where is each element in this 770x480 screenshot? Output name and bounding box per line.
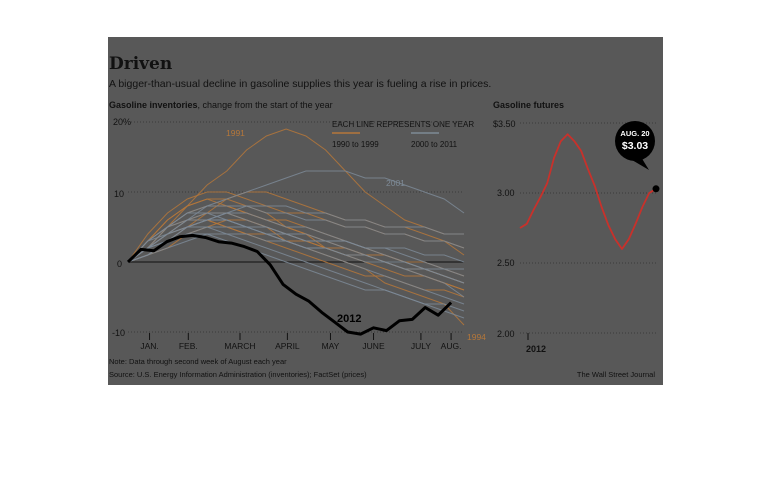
right-y-tick-label: 2.50 bbox=[497, 258, 515, 268]
legend-heading: EACH LINE REPRESENTS ONE YEAR bbox=[332, 120, 474, 129]
left-x-tick-label: AUG. bbox=[441, 341, 462, 351]
right-y-tick-label: 2.00 bbox=[497, 329, 515, 339]
left-x-tick-label: JAN. bbox=[140, 341, 158, 351]
series-line-year bbox=[127, 198, 465, 291]
chart-canvas: Driven A bigger-than-usual decline in ga… bbox=[109, 54, 660, 379]
left-panel-title-main: Gasoline inventories bbox=[109, 100, 198, 110]
label-2012: 2012 bbox=[337, 313, 361, 325]
series-line-year bbox=[127, 205, 464, 263]
left-x-tick-label: APRIL bbox=[275, 341, 300, 351]
left-x-tick-label: MARCH bbox=[224, 341, 255, 351]
left-y-tick-label: -10 bbox=[112, 328, 125, 338]
right-panel-title: Gasoline futures bbox=[493, 100, 564, 110]
series-endpoint bbox=[652, 185, 660, 193]
left-x-tick-label: JUNE bbox=[362, 341, 385, 351]
left-panel-title-suffix: change from the start of the year bbox=[203, 100, 333, 110]
chart-figure: Driven A bigger-than-usual decline in ga… bbox=[108, 37, 663, 385]
series-line-year bbox=[127, 128, 464, 263]
annotation-1991: 1991 bbox=[226, 128, 245, 138]
annotation-1994: 1994 bbox=[467, 332, 486, 342]
series-line-year bbox=[127, 212, 465, 298]
left-panel-title-comma: , bbox=[198, 100, 203, 110]
callout-pointer bbox=[632, 157, 649, 170]
left-y-tick-label: 0 bbox=[117, 259, 122, 269]
right-y-tick-label: $3.50 bbox=[493, 119, 516, 129]
figure-note: Note: Data through second week of August… bbox=[109, 357, 287, 366]
annotation-2001: 2001 bbox=[386, 178, 405, 188]
callout-date: AUG. 20 bbox=[620, 129, 649, 138]
figure-title: Driven bbox=[109, 54, 172, 74]
callout-bubble bbox=[615, 121, 655, 161]
series-line-2012 bbox=[126, 233, 453, 336]
right-y-tick-label: 3.00 bbox=[497, 188, 515, 198]
left-panel-title: Gasoline inventories, change from the st… bbox=[109, 100, 333, 110]
figure-subtitle: A bigger-than-usual decline in gasoline … bbox=[109, 78, 491, 90]
figure-credit: The Wall Street Journal bbox=[577, 370, 655, 379]
series-line-year bbox=[127, 219, 465, 284]
right-x-tick-label: 2012 bbox=[526, 344, 546, 354]
series-line-futures bbox=[519, 133, 657, 250]
left-x-tick-label: FEB. bbox=[179, 341, 198, 351]
price-callout: AUG. 20 $3.03 bbox=[615, 121, 655, 170]
left-y-tick-label: 10 bbox=[114, 189, 124, 199]
series-line-year bbox=[127, 219, 465, 277]
left-x-tick-label: JULY bbox=[411, 341, 431, 351]
legend-label-1990s: 1990 to 1999 bbox=[332, 140, 379, 149]
figure-source: Source: U.S. Energy Information Administ… bbox=[109, 370, 367, 379]
left-x-tick-label: MAY bbox=[322, 341, 340, 351]
left-y-tick-label: 20% bbox=[113, 117, 131, 127]
callout-value: $3.03 bbox=[622, 140, 648, 152]
legend-label-2000s: 2000 to 2011 bbox=[411, 140, 458, 149]
